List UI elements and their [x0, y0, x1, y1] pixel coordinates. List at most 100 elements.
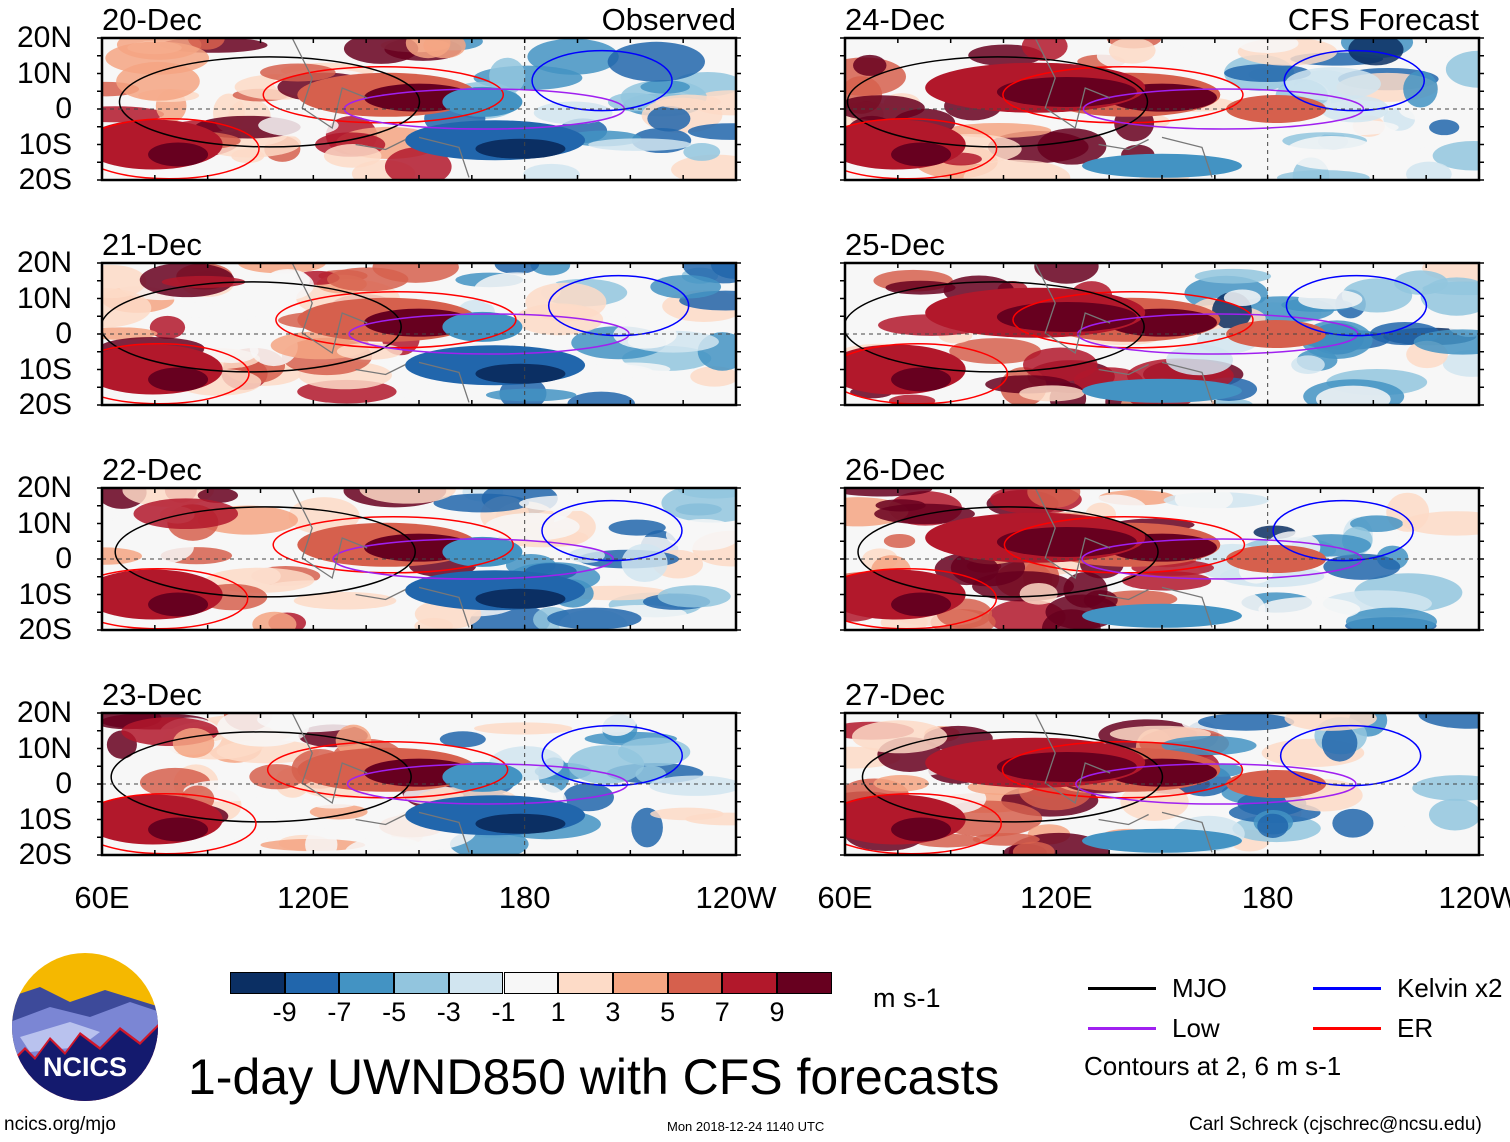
wind-anomaly-core	[475, 363, 566, 384]
wind-anomaly-core	[1082, 603, 1242, 628]
lat-label: 20S	[18, 388, 72, 421]
wind-anomaly-blob	[484, 512, 580, 541]
wind-anomaly-blob	[690, 366, 736, 387]
panel-date: 22-Dec	[102, 452, 202, 487]
legend-line-low	[1088, 1027, 1156, 1030]
colorbar-label: 5	[660, 997, 676, 1027]
contour-line	[1001, 741, 1244, 799]
wind-anomaly-core	[148, 142, 209, 167]
wind-anomaly-blob	[1100, 590, 1178, 608]
contour-line	[275, 291, 517, 349]
wind-anomaly-blob	[473, 722, 573, 735]
lat-label: 10S	[18, 802, 72, 836]
contour-line	[1075, 763, 1357, 805]
colorbar-label: 1	[550, 997, 566, 1027]
lon-label: 60E	[74, 880, 130, 915]
contour-line	[857, 506, 1159, 598]
wind-anomaly-core	[442, 311, 523, 342]
lat-label: 10N	[16, 506, 72, 540]
wind-anomaly-blob	[1108, 38, 1156, 64]
colorbar-label: -5	[382, 997, 407, 1027]
wind-anomaly-blob	[149, 315, 186, 339]
wind-anomaly-blob	[845, 95, 925, 121]
wind-anomaly-blob	[650, 275, 722, 299]
wind-anomaly-blob	[588, 138, 692, 151]
panel-27-Dec	[845, 713, 1479, 855]
colorbar-swatch	[503, 972, 559, 994]
lat-label: 0	[55, 92, 72, 125]
wind-anomaly-blob	[485, 388, 577, 402]
coastline	[291, 713, 470, 853]
colorbar-label: -3	[436, 997, 461, 1027]
wind-anomaly-blob	[963, 159, 1071, 180]
panel-date: 25-Dec	[845, 227, 945, 262]
lat-label: 20N	[16, 471, 72, 504]
wind-anomaly-core	[148, 592, 209, 617]
footer-url[interactable]: ncics.org/mjo	[4, 1114, 116, 1135]
wind-anomaly-blob	[1429, 119, 1460, 136]
wind-anomaly-core	[1226, 545, 1327, 573]
wind-anomaly-blob	[523, 163, 580, 180]
contour-line	[332, 538, 614, 580]
contour-line	[1279, 724, 1422, 787]
wind-anomaly-blob	[203, 339, 259, 364]
wind-anomaly-blob	[433, 493, 530, 513]
lat-label: 20S	[18, 163, 72, 196]
contour-line	[861, 731, 1164, 823]
panel-date: 23-Dec	[102, 677, 202, 712]
footer-credit: Carl Schreck (cjschrec@ncsu.edu)	[1189, 1114, 1482, 1135]
contour-line	[346, 763, 629, 805]
wind-anomaly-core	[102, 569, 223, 620]
legend-line-mjo	[1088, 987, 1156, 990]
contour-line	[846, 56, 1149, 148]
lon-label: 120W	[695, 880, 777, 915]
colorbar-swatch	[612, 972, 668, 994]
wind-anomaly-blob	[533, 101, 613, 125]
wind-anomaly-blob	[384, 147, 452, 180]
panel-date: 21-Dec	[102, 227, 202, 262]
map-panels	[97, 36, 1484, 857]
wind-anomaly-core	[148, 817, 209, 842]
wind-anomaly-blob	[972, 833, 1040, 846]
figure-title: 1-day UWND850 with CFS forecasts	[188, 1049, 1000, 1105]
legend-line-er	[1313, 1027, 1381, 1030]
wind-anomaly-blob	[853, 54, 887, 76]
forecast-header: CFS Forecast	[1287, 2, 1479, 37]
contour-line	[348, 313, 630, 355]
lat-label: 10N	[16, 56, 72, 90]
wind-anomaly-blob	[1023, 347, 1098, 382]
wind-anomaly-blob	[665, 518, 736, 551]
wind-anomaly-blob	[227, 815, 286, 840]
wind-anomaly-blob	[323, 144, 382, 168]
wind-anomaly-blob	[1418, 713, 1479, 729]
coastline	[291, 263, 470, 403]
wind-anomaly-blob	[888, 394, 936, 405]
contour-line	[110, 731, 412, 823]
wind-anomaly-blob	[1034, 263, 1099, 284]
wind-anomaly-blob	[1406, 161, 1452, 180]
wind-anomaly-blob	[1321, 724, 1358, 762]
footer-timestamp: Mon 2018-12-24 1140 UTC	[667, 1119, 825, 1134]
colorbar-label: 7	[714, 997, 730, 1027]
lat-label: 20S	[18, 613, 72, 646]
wind-anomaly-blob	[883, 533, 916, 549]
legend-line-kelvin-x2	[1313, 987, 1381, 990]
wind-anomaly-blob	[1027, 488, 1081, 509]
wind-anomaly-core	[1082, 828, 1242, 853]
lat-label: 20N	[16, 696, 72, 729]
wind-anomaly-core	[845, 794, 966, 845]
legend-label: ER	[1397, 1013, 1434, 1043]
wind-anomaly-blob	[1402, 511, 1479, 536]
wind-anomaly-core	[1226, 95, 1327, 123]
wind-anomaly-blob	[187, 38, 225, 50]
coastline	[1034, 38, 1213, 178]
contour-note: Contours at 2, 6 m s-1	[1084, 1051, 1342, 1081]
wind-anomaly-blob	[1413, 329, 1479, 355]
colorbar-label: -7	[327, 997, 352, 1027]
lat-label: 20N	[16, 21, 72, 54]
lon-label: 120E	[277, 880, 350, 915]
wind-anomaly-blob	[873, 774, 929, 792]
contour-line	[1285, 274, 1428, 337]
wind-anomaly-core	[891, 592, 952, 617]
wind-anomaly-core	[475, 813, 566, 834]
